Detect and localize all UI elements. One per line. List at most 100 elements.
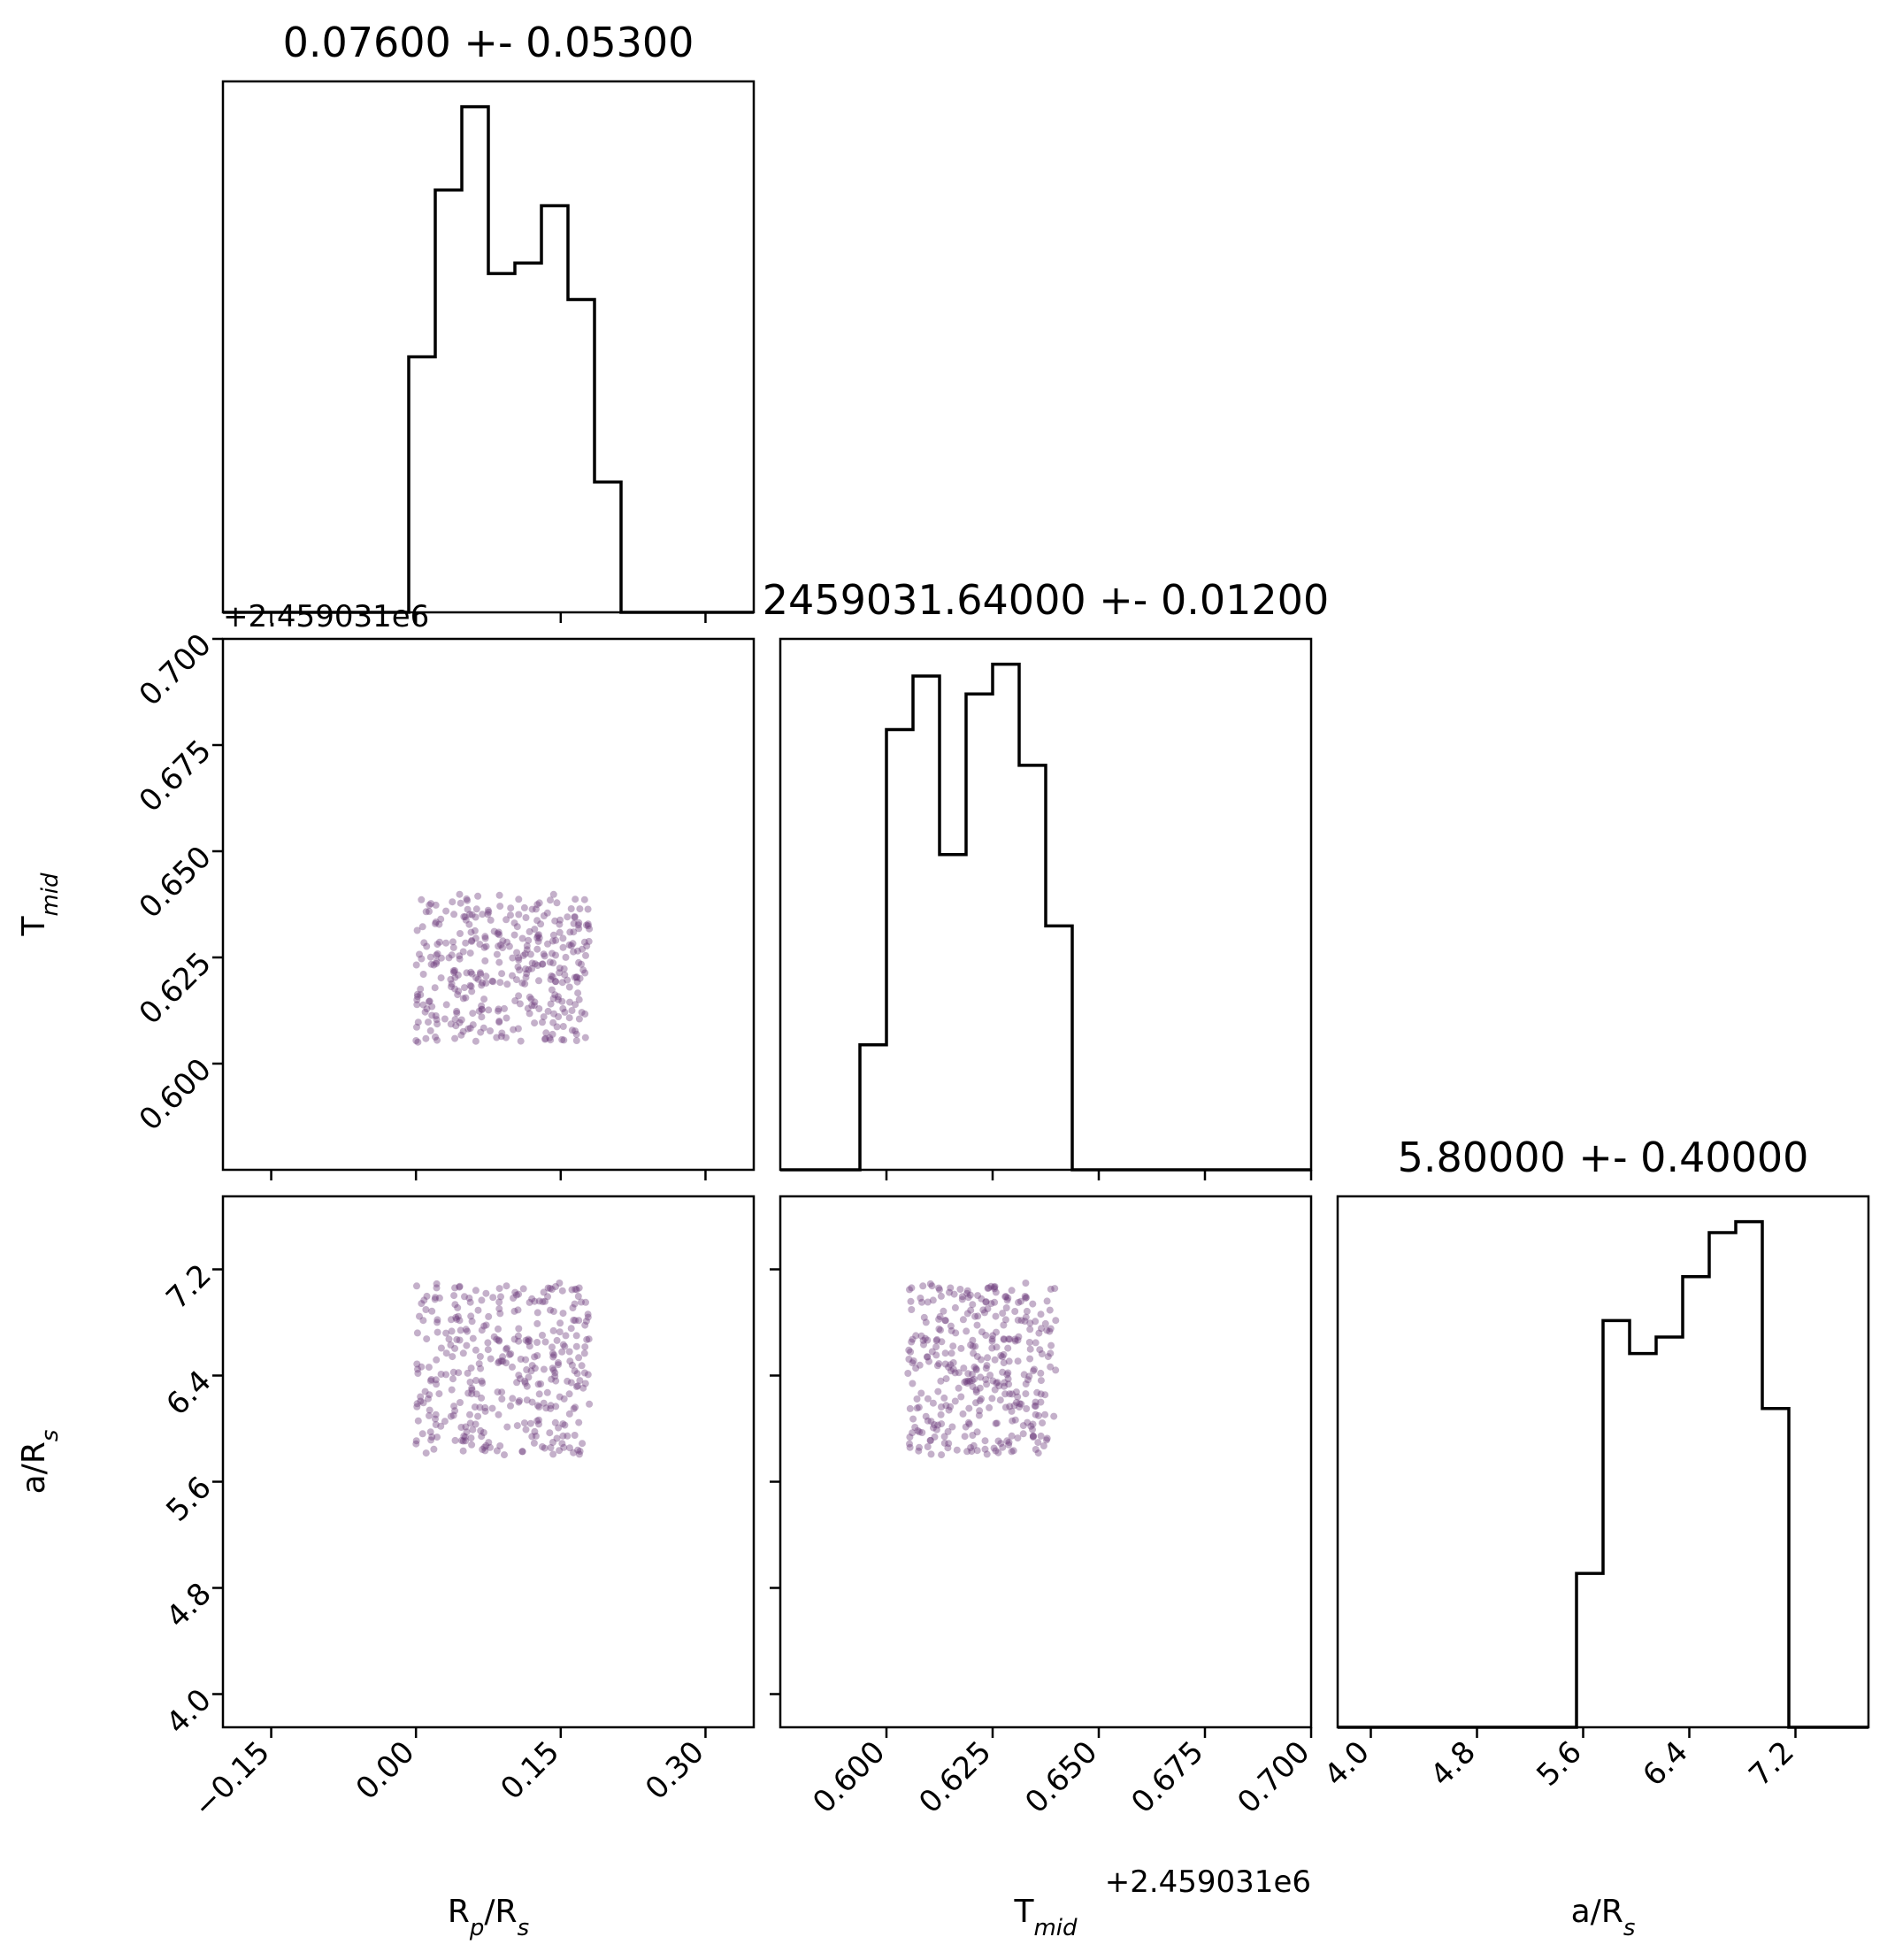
histogram-tmid bbox=[780, 662, 1311, 1172]
scatter-point bbox=[1033, 1388, 1041, 1396]
scatter-point bbox=[520, 1419, 528, 1427]
scatter-point bbox=[457, 1031, 465, 1039]
scatter-point bbox=[571, 913, 579, 920]
scatter-point bbox=[432, 1410, 440, 1418]
scatter-point bbox=[413, 1403, 421, 1410]
scatter-point bbox=[1032, 1398, 1040, 1406]
scatter-point bbox=[906, 1404, 914, 1412]
scatter-point bbox=[1009, 1417, 1017, 1425]
scatter-point bbox=[969, 1301, 977, 1309]
y-offset-text: +2.459031e6 bbox=[223, 599, 429, 634]
scatter-point bbox=[932, 1337, 940, 1344]
scatter-point bbox=[459, 1349, 467, 1357]
scatter-point bbox=[469, 1334, 477, 1342]
scatter-point bbox=[451, 1016, 459, 1024]
scatter-point bbox=[474, 1306, 482, 1314]
scatter-point bbox=[495, 1337, 503, 1345]
scatter-point bbox=[423, 942, 431, 950]
scatter-point bbox=[965, 1420, 973, 1428]
scatter-point bbox=[1037, 1390, 1045, 1398]
scatter-point bbox=[924, 1298, 932, 1306]
scatter-point bbox=[510, 1307, 518, 1315]
x-tick-label: 0.15 bbox=[494, 1734, 566, 1807]
scatter-point bbox=[552, 951, 559, 959]
scatter-point bbox=[413, 1001, 421, 1009]
scatter-point bbox=[413, 1400, 421, 1408]
scatter-point bbox=[562, 953, 570, 961]
axes-frame bbox=[779, 1195, 1313, 1729]
scatter-point bbox=[1011, 1337, 1019, 1345]
scatter-point bbox=[526, 1342, 533, 1350]
y-tick-label: 0.600 bbox=[133, 1052, 219, 1138]
scatter-point bbox=[437, 954, 445, 962]
scatter-point bbox=[528, 965, 536, 972]
scatter-point bbox=[412, 1440, 420, 1448]
scatter-point bbox=[959, 1410, 967, 1418]
scatter-point bbox=[967, 1444, 975, 1451]
scatter-point bbox=[987, 1282, 995, 1290]
scatter-point bbox=[549, 1018, 557, 1026]
scatter-point bbox=[456, 899, 464, 907]
scatter-point bbox=[530, 1439, 538, 1447]
scatter-point bbox=[968, 1448, 976, 1456]
scatter-point bbox=[472, 1037, 480, 1045]
scatter-point bbox=[494, 1388, 502, 1396]
scatter-point bbox=[525, 1335, 533, 1343]
scatter-point bbox=[526, 927, 533, 935]
scatter-point bbox=[462, 1423, 470, 1431]
scatter-point bbox=[496, 903, 504, 911]
scatter-point bbox=[482, 942, 490, 950]
scatter-point bbox=[949, 1359, 957, 1366]
scatter-point bbox=[579, 966, 587, 974]
scatter-point bbox=[945, 1406, 953, 1414]
scatter-point bbox=[551, 978, 559, 986]
scatter-point bbox=[433, 1284, 441, 1292]
scatter-point bbox=[553, 899, 561, 907]
scatter-point bbox=[555, 995, 562, 1003]
scatter-point bbox=[1021, 1293, 1029, 1300]
scatter-point bbox=[518, 979, 526, 987]
scatter-point bbox=[957, 1393, 965, 1401]
scatter-point bbox=[1014, 1393, 1022, 1401]
scatter-point bbox=[474, 892, 482, 900]
scatter-point bbox=[541, 952, 549, 960]
scatter-point bbox=[515, 954, 523, 962]
scatter-point bbox=[535, 931, 542, 939]
scatter-point bbox=[528, 1398, 536, 1406]
scatter-point bbox=[432, 1376, 440, 1384]
scatter-point bbox=[456, 1282, 464, 1290]
scatter-point bbox=[1001, 1379, 1009, 1387]
scatter-point bbox=[930, 1424, 937, 1432]
scatter-point bbox=[1016, 1400, 1024, 1408]
scatter-point bbox=[585, 1335, 593, 1343]
scatter-point bbox=[1043, 1297, 1051, 1305]
panel-rp-rp: 0.07600 +- 0.05300 bbox=[221, 19, 756, 623]
scatter-point bbox=[472, 1377, 480, 1384]
scatter-point bbox=[452, 1022, 460, 1030]
scatter-point bbox=[479, 1380, 487, 1387]
scatter-point bbox=[976, 1407, 984, 1415]
scatter-point bbox=[433, 1356, 441, 1364]
scatter-point bbox=[940, 1433, 948, 1441]
scatter-point bbox=[549, 959, 557, 967]
scatter-point bbox=[566, 1357, 574, 1365]
scatter-point bbox=[477, 1426, 485, 1434]
scatter-point bbox=[476, 1353, 484, 1360]
scatter-point bbox=[579, 1384, 587, 1392]
scatter-point bbox=[566, 998, 573, 1006]
scatter-point bbox=[966, 1291, 974, 1299]
scatter-point bbox=[532, 905, 540, 913]
scatter-point bbox=[467, 968, 475, 976]
scatter-point bbox=[559, 943, 567, 951]
scatter-point bbox=[417, 1397, 425, 1405]
scatter-point bbox=[531, 1019, 539, 1027]
panel-tmid-tmid: 2459031.64000 +- 0.01200 bbox=[763, 576, 1329, 1180]
scatter-point bbox=[1032, 1403, 1040, 1410]
scatter-point bbox=[938, 1403, 945, 1410]
scatter-point bbox=[490, 1333, 498, 1341]
scatter-point bbox=[419, 1317, 427, 1325]
scatter-point bbox=[983, 1380, 991, 1388]
scatter-point bbox=[472, 1346, 480, 1354]
scatter-point bbox=[432, 1421, 440, 1428]
scatter-point bbox=[549, 931, 557, 939]
